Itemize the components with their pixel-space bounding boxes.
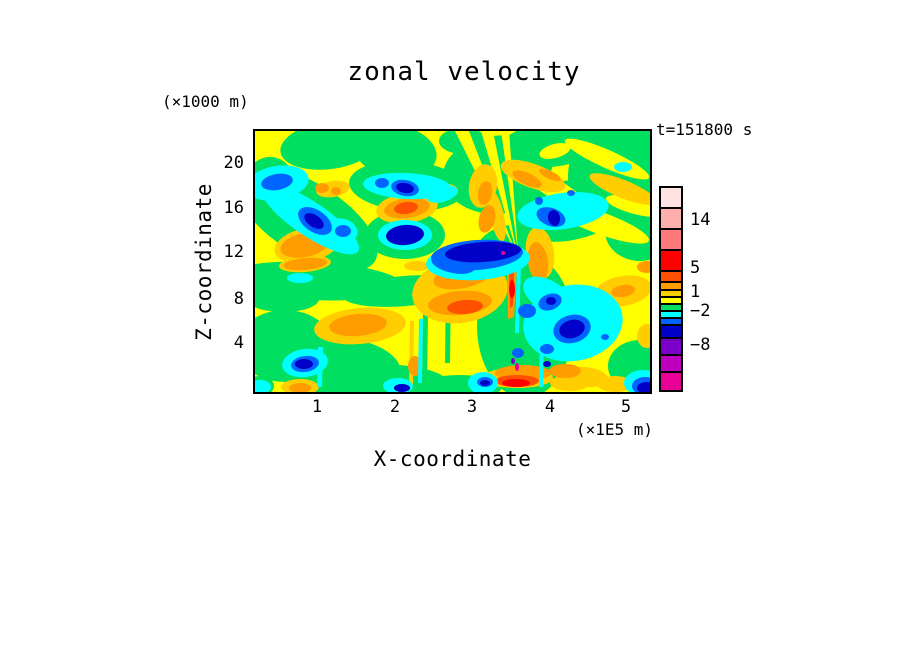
- colorbar-cell: [661, 230, 681, 251]
- contour-region-n: [394, 384, 410, 392]
- contour-region-c: [317, 347, 323, 387]
- colorbar-tick-label: −8: [690, 335, 711, 355]
- contour-region-r: [509, 280, 515, 298]
- y-tick-label: 20: [223, 153, 244, 173]
- x-axis-title: X-coordinate: [373, 447, 532, 471]
- colorbar-cell: [661, 209, 681, 230]
- contour-region-gd: [637, 324, 650, 348]
- contour-region-b: [540, 344, 554, 354]
- contour-region-o: [283, 257, 327, 271]
- contour-region-n: [396, 182, 414, 194]
- contour-region-y: [539, 143, 571, 159]
- contour-region-c: [255, 380, 271, 392]
- contour-region-n: [488, 243, 516, 257]
- y-tick-label: 12: [223, 242, 244, 262]
- contour-region-gd: [589, 173, 650, 205]
- colorbar-cell: [661, 291, 681, 298]
- colorbar-cell: [661, 339, 681, 356]
- contour-region-n: [559, 319, 585, 339]
- contour-region-o: [637, 261, 650, 273]
- colorbar-tick-label: 14: [690, 210, 711, 230]
- contour-region-y: [481, 131, 517, 253]
- contour-region-or: [394, 201, 418, 215]
- colorbar-cell: [661, 283, 681, 291]
- contour-region-g: [280, 131, 380, 170]
- contour-region-o: [478, 205, 496, 233]
- colorbar-tick-label: −2: [690, 301, 711, 321]
- contour-region-n: [547, 210, 561, 226]
- y-tick-label: 4: [233, 333, 244, 353]
- colorbar: [659, 186, 683, 392]
- contour-region-g: [255, 286, 319, 312]
- contour-region-p: [511, 358, 515, 364]
- contour-region-b: [512, 348, 524, 358]
- x-tick-label: 3: [466, 397, 478, 417]
- contour-region-b: [518, 304, 536, 318]
- contour-region-o: [329, 313, 387, 337]
- contour-region-n: [637, 382, 650, 392]
- contour-region-o: [549, 364, 581, 378]
- contour-region-m: [501, 251, 505, 255]
- contour-region-n: [546, 297, 556, 305]
- contour-region-n: [543, 361, 551, 367]
- contour-region-b: [567, 190, 575, 196]
- contour-region-o: [289, 383, 311, 392]
- x-tick-label: 1: [311, 397, 323, 417]
- x-tick-label: 5: [620, 397, 632, 417]
- contour-region-n: [480, 380, 490, 386]
- contour-region-b: [335, 225, 351, 237]
- contour-region-b: [535, 197, 543, 205]
- colorbar-cell: [661, 298, 681, 305]
- contour-region-gd: [488, 190, 506, 242]
- colorbar-tick-label: 5: [690, 258, 701, 278]
- contour-region-r: [502, 379, 530, 387]
- x-tick-label: 2: [389, 397, 401, 417]
- colorbar-cell: [661, 312, 681, 319]
- contour-plot-area: [253, 129, 652, 394]
- contour-region-gd: [550, 375, 590, 391]
- contour-region-g: [422, 311, 428, 392]
- contour-region-c: [418, 319, 423, 383]
- colorbar-cell: [661, 251, 681, 272]
- contour-region-o: [527, 242, 549, 282]
- contour-region-n: [304, 213, 324, 229]
- colorbar-cell: [661, 272, 681, 283]
- contour-region-c: [515, 264, 521, 333]
- contour-region-c: [287, 273, 313, 283]
- contour-region-b: [261, 173, 293, 191]
- contour-region-o: [512, 170, 542, 188]
- colorbar-cell: [661, 188, 681, 209]
- contour-region-gd: [597, 376, 633, 392]
- contour-region-c: [426, 185, 458, 203]
- colorbar-cell: [661, 305, 681, 312]
- contour-region-gd: [404, 261, 430, 271]
- contour-region-o: [331, 187, 341, 195]
- y-tick-label: 8: [233, 289, 244, 309]
- x-tick-label: 4: [544, 397, 556, 417]
- contour-region-o: [538, 168, 562, 182]
- colorbar-tick-label: 1: [690, 282, 701, 302]
- contour-region-or: [447, 299, 483, 315]
- contour-region-o: [477, 181, 493, 205]
- contour-region-y: [605, 195, 650, 217]
- contour-region-o: [611, 284, 635, 298]
- contour-region-n: [386, 224, 424, 246]
- y-axis-unit-label: (×1000 m): [162, 92, 249, 111]
- time-label: t=151800 s: [656, 120, 753, 139]
- contour-region-b: [601, 334, 609, 340]
- contour-region-c: [614, 162, 632, 172]
- colorbar-cell: [661, 356, 681, 373]
- y-tick-label: 16: [223, 198, 244, 218]
- contour-region-n: [295, 359, 313, 369]
- contour-field: [255, 131, 650, 392]
- colorbar-cell: [661, 319, 681, 326]
- colorbar-cell: [661, 326, 681, 339]
- contour-region-o: [315, 183, 329, 193]
- plot-title: zonal velocity: [347, 57, 581, 87]
- contour-region-b: [375, 178, 389, 188]
- x-axis-unit-label: (×1E5 m): [575, 420, 653, 439]
- contour-region-m: [515, 363, 519, 371]
- colorbar-cell: [661, 373, 681, 390]
